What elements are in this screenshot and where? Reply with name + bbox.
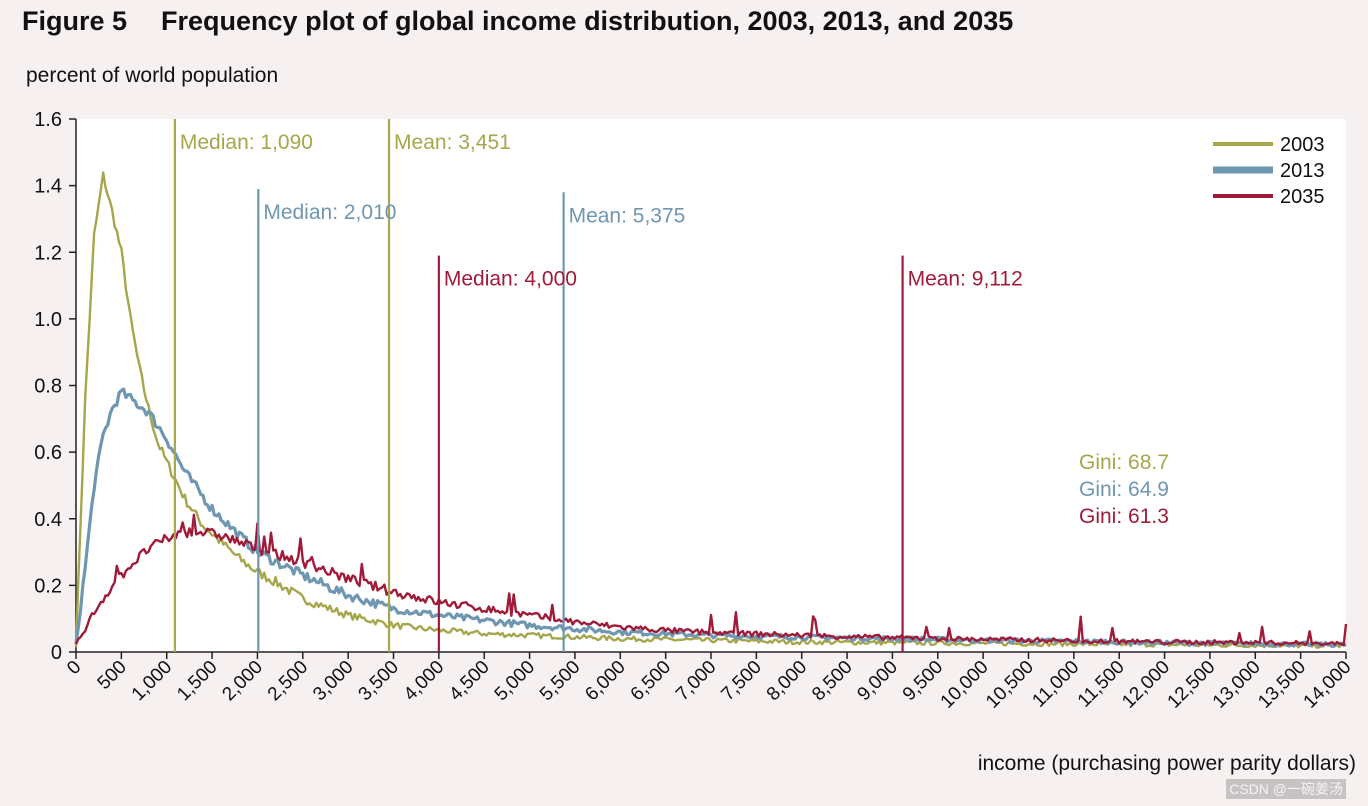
- x-tick-label: 4,000: [400, 657, 448, 705]
- y-tick-label: 1.0: [34, 309, 62, 331]
- figure-label: Figure 5: [22, 6, 128, 36]
- legend-label-2003: 2003: [1280, 134, 1325, 156]
- gini-label-2035: Gini: 61.3: [1079, 505, 1169, 528]
- y-tick-label: 0.8: [34, 376, 62, 398]
- legend-label-2013: 2013: [1280, 160, 1325, 182]
- x-tick-label: 500: [94, 657, 131, 694]
- x-tick-label: 6,500: [627, 657, 675, 705]
- x-tick-label: 1,500: [173, 657, 221, 705]
- x-tick-label: 1,000: [128, 657, 176, 705]
- marker-label-2003: Mean: 3,451: [394, 131, 511, 154]
- gini-label-2013: Gini: 64.9: [1079, 478, 1169, 501]
- y-tick-label: 0.4: [34, 509, 62, 531]
- plot-area: [76, 119, 1346, 652]
- figure-title: Figure 5 Frequency plot of global income …: [22, 6, 1013, 37]
- marker-label-2035: Median: 4,000: [444, 268, 577, 291]
- x-tick-label: 3,000: [309, 657, 357, 705]
- y-tick-label: 1.4: [34, 176, 62, 198]
- y-tick-label: 1.6: [34, 109, 62, 131]
- x-tick-label: 10,000: [937, 657, 993, 713]
- y-tick-label: 0.2: [34, 575, 62, 597]
- x-tick-label: 11,000: [1028, 657, 1083, 712]
- series-line-2035: [74, 513, 1348, 647]
- x-tick-label: 12,000: [1118, 657, 1174, 713]
- gini-label-2003: Gini: 68.7: [1079, 451, 1169, 474]
- watermark: CSDN @一碗姜汤: [1226, 779, 1346, 799]
- marker-label-2013: Median: 2,010: [263, 201, 396, 224]
- x-tick-label: 5,500: [536, 657, 584, 705]
- x-tick-label: 10,500: [982, 657, 1038, 713]
- x-tick-label: 3,500: [355, 657, 403, 705]
- figure-title-text: Frequency plot of global income distribu…: [161, 6, 1014, 36]
- y-tick-label: 0.6: [34, 442, 62, 464]
- y-tick-label: 1.2: [34, 242, 62, 264]
- legend-label-2035: 2035: [1280, 186, 1325, 208]
- x-tick-label: 7,500: [717, 657, 765, 705]
- x-tick-label: 4,500: [445, 657, 493, 705]
- marker-label-2003: Median: 1,090: [180, 131, 313, 154]
- y-tick-label: 0: [51, 642, 62, 664]
- x-tick-label: 13,000: [1209, 657, 1265, 713]
- x-tick-label: 8,000: [763, 657, 811, 705]
- x-tick-label: 0: [63, 657, 85, 679]
- x-tick-label: 2,000: [218, 657, 266, 705]
- x-tick-label: 12,500: [1164, 657, 1220, 713]
- y-axis-title: percent of world population: [26, 64, 279, 87]
- x-tick-label: 11,500: [1074, 657, 1129, 712]
- x-tick-label: 2,500: [264, 657, 312, 705]
- x-tick-label: 7,000: [672, 657, 720, 705]
- marker-label-2013: Mean: 5,375: [569, 204, 686, 227]
- x-tick-label: 14,000: [1300, 657, 1356, 713]
- x-axis-title: income (purchasing power parity dollars): [977, 752, 1356, 775]
- x-tick-label: 6,000: [581, 657, 629, 705]
- x-tick-label: 13,500: [1254, 657, 1310, 713]
- x-tick-label: 9,000: [853, 657, 901, 705]
- x-tick-label: 5,000: [491, 657, 539, 705]
- x-tick-label: 8,500: [808, 657, 856, 705]
- marker-label-2035: Mean: 9,112: [908, 268, 1023, 291]
